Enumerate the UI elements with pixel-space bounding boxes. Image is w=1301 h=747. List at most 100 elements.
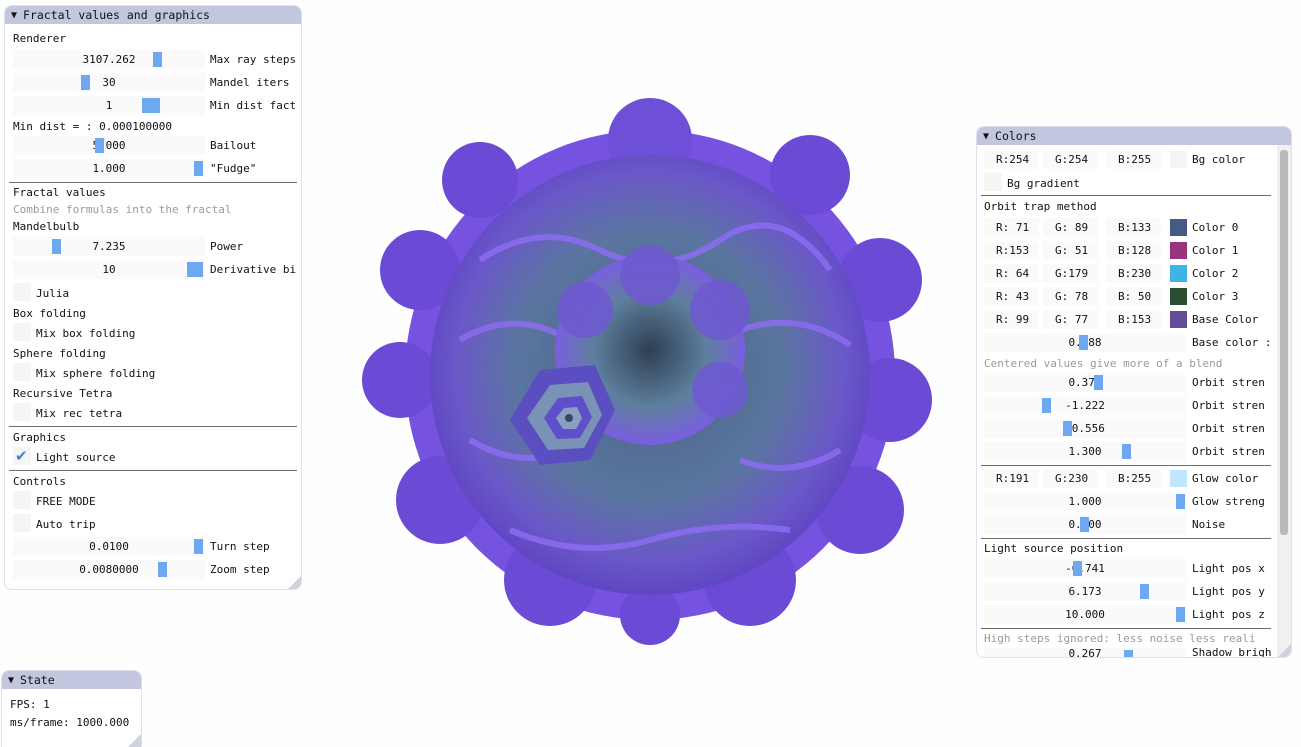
color3-r[interactable]: R: 43	[984, 287, 1039, 306]
slider-grab[interactable]	[1063, 421, 1072, 436]
orbit-strength-0-slider[interactable]: 0.370	[984, 373, 1186, 392]
scrollbar-thumb[interactable]	[1280, 150, 1288, 535]
glow-color-swatch[interactable]	[1170, 470, 1187, 487]
base-color-strength-slider[interactable]: 0.488	[984, 333, 1186, 352]
orbit-strength-2-slider[interactable]: -0.556	[984, 419, 1186, 438]
turn-step-slider[interactable]: 0.0100	[13, 537, 205, 556]
bg-gradient-checkbox[interactable]	[984, 173, 1002, 191]
collapse-icon[interactable]: ▼	[983, 130, 990, 142]
slider-grab[interactable]	[1080, 517, 1089, 532]
shadow-brightness-slider[interactable]: 0.267	[984, 648, 1186, 657]
color2-swatch[interactable]	[1170, 265, 1187, 282]
slider-grab[interactable]	[52, 239, 61, 254]
derivative-slider[interactable]: 10	[13, 260, 205, 279]
light-source-checkbox[interactable]: ✔	[13, 447, 31, 465]
glow-color-g[interactable]: G:230	[1043, 469, 1098, 488]
resize-grip[interactable]	[128, 734, 141, 747]
color3-swatch[interactable]	[1170, 288, 1187, 305]
resize-grip[interactable]	[288, 576, 301, 589]
light-pos-y-slider[interactable]: 6.173	[984, 582, 1186, 601]
max-ray-steps-slider[interactable]: 3107.262	[13, 50, 205, 69]
fractal-bulb	[770, 135, 850, 215]
slider-grab[interactable]	[1079, 335, 1088, 350]
slider-grab[interactable]	[142, 98, 160, 113]
julia-label: Julia	[36, 287, 70, 300]
glow-strength-slider[interactable]: 1.000	[984, 492, 1186, 511]
slider-grab[interactable]	[1124, 650, 1133, 657]
bg-color-r[interactable]: R:254	[984, 150, 1039, 169]
light-pos-x-slider[interactable]: -0.741	[984, 559, 1186, 578]
color3-b[interactable]: B: 50	[1106, 287, 1161, 306]
orbit-strength-3-slider[interactable]: 1.300	[984, 442, 1186, 461]
min-dist-factor-slider[interactable]: 1	[13, 96, 205, 115]
slider-grab[interactable]	[81, 75, 90, 90]
power-slider[interactable]: 7.235	[13, 237, 205, 256]
glow-color-b[interactable]: B:255	[1106, 469, 1161, 488]
collapse-icon[interactable]: ▼	[11, 9, 18, 21]
derivative-value: 10	[102, 263, 116, 276]
color0-label: Color 0	[1192, 221, 1239, 234]
slider-grab[interactable]	[1176, 494, 1185, 509]
slider-grab[interactable]	[1122, 444, 1131, 459]
slider-grab[interactable]	[1176, 607, 1185, 622]
combine-hint: Combine formulas into the fractal	[13, 203, 232, 216]
color0-swatch[interactable]	[1170, 219, 1187, 236]
mix-sphere-folding-checkbox[interactable]	[13, 363, 31, 381]
noise-slider[interactable]: 0.500	[984, 515, 1186, 534]
slider-grab[interactable]	[153, 52, 162, 67]
slider-grab[interactable]	[194, 161, 203, 176]
slider-grab[interactable]	[1042, 398, 1051, 413]
base-color-g[interactable]: G: 77	[1043, 310, 1098, 329]
color1-r[interactable]: R:153	[984, 241, 1039, 260]
light-pos-x-value: -0.741	[1065, 562, 1105, 575]
color0-b[interactable]: B:133	[1106, 218, 1161, 237]
light-pos-z-slider[interactable]: 10.000	[984, 605, 1186, 624]
color2-r[interactable]: R: 64	[984, 264, 1039, 283]
bg-color-b[interactable]: B:255	[1106, 150, 1161, 169]
colors-scrollbar[interactable]	[1277, 145, 1291, 657]
base-color-swatch[interactable]	[1170, 311, 1187, 328]
color2-g[interactable]: G:179	[1043, 264, 1098, 283]
slider-grab[interactable]	[1094, 375, 1103, 390]
slider-grab[interactable]	[1140, 584, 1149, 599]
slider-grab[interactable]	[1073, 561, 1082, 576]
mix-sphere-folding-label: Mix sphere folding	[36, 367, 156, 380]
mandel-iters-slider[interactable]: 30	[13, 73, 205, 92]
fractal-render-viewport[interactable]	[360, 80, 940, 660]
color1-g[interactable]: G: 51	[1043, 241, 1098, 260]
color0-r[interactable]: R: 71	[984, 218, 1039, 237]
slider-grab[interactable]	[95, 138, 104, 153]
orbit-strength-2-label: Orbit stren	[1192, 422, 1265, 435]
mix-box-folding-checkbox[interactable]	[13, 323, 31, 341]
free-mode-checkbox[interactable]	[13, 491, 31, 509]
color2-b[interactable]: B:230	[1106, 264, 1161, 283]
colors-titlebar[interactable]: ▼ Colors	[977, 127, 1291, 145]
slider-grab[interactable]	[158, 562, 167, 577]
color3-g[interactable]: G: 78	[1043, 287, 1098, 306]
light-pos-z-value: 10.000	[1065, 608, 1105, 621]
base-color-r[interactable]: R: 99	[984, 310, 1039, 329]
slider-grab[interactable]	[194, 539, 203, 554]
collapse-icon[interactable]: ▼	[8, 674, 15, 686]
color1-b[interactable]: B:128	[1106, 241, 1161, 260]
color3-label: Color 3	[1192, 290, 1239, 303]
color0-g[interactable]: G: 89	[1043, 218, 1098, 237]
slider-grab[interactable]	[187, 262, 203, 277]
mix-rec-tetra-checkbox[interactable]	[13, 403, 31, 421]
fractal-values-titlebar[interactable]: ▼ Fractal values and graphics	[5, 6, 301, 24]
fractal-bulb	[838, 238, 922, 322]
glow-color-r[interactable]: R:191	[984, 469, 1039, 488]
bg-color-swatch[interactable]	[1170, 151, 1187, 168]
orbit-strength-1-slider[interactable]: -1.222	[984, 396, 1186, 415]
color1-swatch[interactable]	[1170, 242, 1187, 259]
fudge-slider[interactable]: 1.000	[13, 159, 205, 178]
auto-trip-checkbox[interactable]	[13, 514, 31, 532]
zoom-step-slider[interactable]: 0.0080000	[13, 560, 205, 579]
mandel-iters-value: 30	[102, 76, 116, 89]
bg-color-g[interactable]: G:254	[1043, 150, 1098, 169]
base-color-b[interactable]: B:153	[1106, 310, 1161, 329]
bailout-slider[interactable]: 5.000	[13, 136, 205, 155]
resize-grip[interactable]	[1278, 644, 1291, 657]
julia-checkbox[interactable]	[13, 283, 31, 301]
state-titlebar[interactable]: ▼ State	[2, 671, 141, 689]
